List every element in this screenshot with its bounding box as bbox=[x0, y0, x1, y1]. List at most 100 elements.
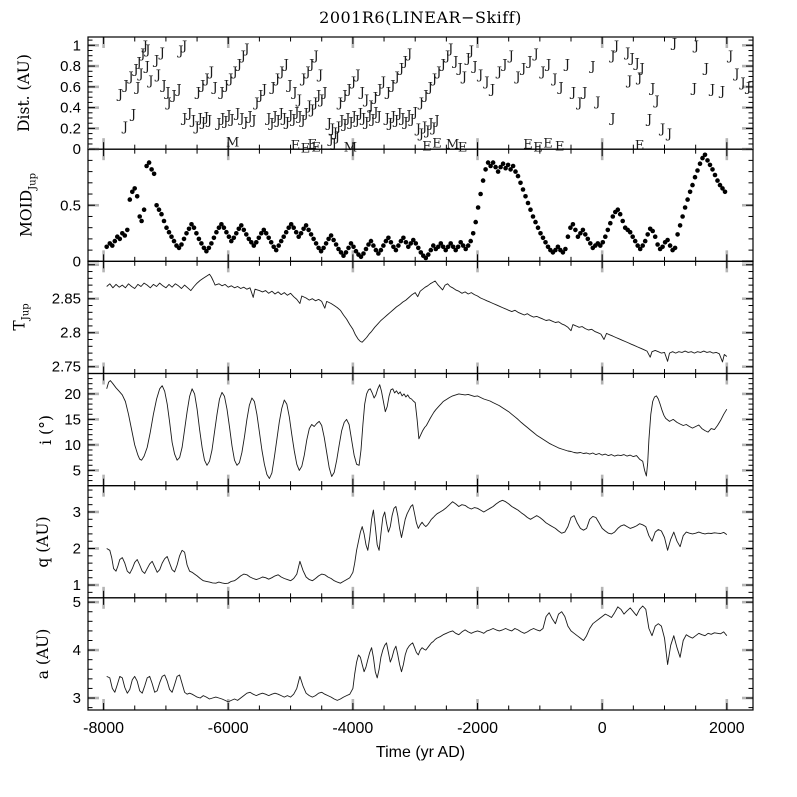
panel-frame bbox=[87, 372, 754, 487]
svg-text:J: J bbox=[143, 60, 150, 75]
svg-text:E: E bbox=[311, 141, 321, 156]
svg-text:J: J bbox=[398, 112, 405, 127]
y-tick-label: 3 bbox=[73, 690, 81, 707]
svg-text:J: J bbox=[362, 93, 369, 108]
svg-text:J: J bbox=[207, 65, 214, 80]
svg-text:J: J bbox=[154, 68, 161, 83]
svg-text:J: J bbox=[221, 115, 228, 130]
svg-text:J: J bbox=[702, 62, 709, 77]
svg-text:J: J bbox=[129, 107, 136, 122]
svg-text:J: J bbox=[692, 39, 699, 54]
svg-text:J: J bbox=[295, 109, 302, 124]
svg-text:J: J bbox=[277, 106, 284, 121]
svg-text:J: J bbox=[464, 51, 471, 66]
svg-text:J: J bbox=[519, 62, 526, 77]
y-tick-label: 0.8 bbox=[60, 58, 81, 75]
svg-text:J: J bbox=[146, 74, 153, 89]
svg-text:J: J bbox=[353, 114, 360, 129]
svg-text:J: J bbox=[273, 114, 280, 129]
svg-text:J: J bbox=[239, 49, 246, 64]
svg-text:J: J bbox=[411, 105, 418, 120]
svg-text:J: J bbox=[513, 70, 520, 85]
svg-text:J: J bbox=[359, 112, 366, 127]
series-tisserand-parameter bbox=[106, 273, 728, 363]
series-inclination-deg bbox=[106, 380, 728, 479]
svg-text:J: J bbox=[401, 54, 408, 69]
series-semimajor-axis bbox=[106, 605, 728, 703]
svg-text:E: E bbox=[533, 141, 543, 156]
svg-text:J: J bbox=[407, 113, 414, 128]
svg-text:J: J bbox=[242, 42, 249, 57]
svg-text:J: J bbox=[169, 89, 176, 104]
svg-text:J: J bbox=[732, 67, 739, 82]
svg-text:J: J bbox=[670, 37, 677, 52]
svg-text:J: J bbox=[164, 96, 171, 111]
svg-text:J: J bbox=[159, 78, 166, 93]
svg-text:J: J bbox=[392, 70, 399, 85]
svg-text:J: J bbox=[389, 109, 396, 124]
svg-text:J: J bbox=[397, 62, 404, 77]
svg-text:J: J bbox=[158, 46, 165, 61]
svg-text:J: J bbox=[121, 120, 128, 135]
svg-text:E: E bbox=[458, 141, 468, 156]
y-tick-label: 0.5 bbox=[60, 197, 81, 214]
svg-text:J: J bbox=[298, 114, 305, 129]
svg-text:J: J bbox=[295, 93, 302, 108]
x-tick-label: -6000 bbox=[208, 720, 249, 737]
svg-text:J: J bbox=[344, 82, 351, 97]
svg-text:J: J bbox=[414, 122, 421, 137]
svg-text:J: J bbox=[429, 121, 436, 136]
svg-text:J: J bbox=[328, 122, 335, 137]
svg-text:J: J bbox=[214, 117, 221, 132]
svg-text:J: J bbox=[482, 75, 489, 90]
svg-text:J: J bbox=[575, 96, 582, 111]
svg-text:J: J bbox=[588, 60, 595, 75]
svg-text:J: J bbox=[379, 75, 386, 90]
y-tick-label: 1 bbox=[73, 37, 81, 54]
svg-text:J: J bbox=[336, 96, 343, 111]
svg-text:J: J bbox=[202, 111, 209, 126]
svg-text:J: J bbox=[417, 127, 424, 142]
y-axis-label-tjup: TJup bbox=[10, 303, 32, 331]
y-tick-label: 2 bbox=[73, 541, 81, 558]
svg-text:J: J bbox=[268, 80, 275, 95]
svg-text:J: J bbox=[500, 58, 507, 73]
svg-text:J: J bbox=[460, 70, 467, 85]
y-tick-label: 5 bbox=[73, 462, 81, 479]
x-tick-label: 0 bbox=[598, 720, 607, 737]
svg-text:J: J bbox=[383, 112, 390, 127]
svg-text:J: J bbox=[152, 53, 159, 68]
panel-a: 3 4 5 bbox=[73, 594, 754, 711]
svg-text:J: J bbox=[307, 58, 314, 73]
svg-text:J: J bbox=[718, 85, 725, 100]
svg-text:J: J bbox=[353, 68, 360, 83]
svg-text:J: J bbox=[346, 116, 353, 131]
svg-text:J: J bbox=[196, 112, 203, 127]
svg-text:J: J bbox=[337, 114, 344, 129]
svg-text:J: J bbox=[202, 72, 209, 87]
svg-text:J: J bbox=[608, 112, 615, 127]
svg-text:J: J bbox=[388, 78, 395, 93]
y-tick-label: 2.75 bbox=[52, 359, 81, 376]
svg-text:E: E bbox=[635, 139, 645, 154]
svg-text:J: J bbox=[340, 89, 347, 104]
svg-text:J: J bbox=[218, 112, 225, 127]
svg-text:E: E bbox=[291, 139, 301, 154]
svg-text:J: J bbox=[199, 116, 206, 131]
svg-text:J: J bbox=[405, 47, 412, 62]
y-tick-label: 2.8 bbox=[60, 325, 81, 342]
svg-text:J: J bbox=[205, 114, 212, 129]
series-perihelion-distance bbox=[106, 499, 728, 585]
svg-text:J: J bbox=[311, 96, 318, 111]
svg-text:J: J bbox=[194, 86, 201, 101]
svg-text:J: J bbox=[531, 47, 538, 62]
svg-text:J: J bbox=[277, 65, 284, 80]
svg-text:J: J bbox=[726, 49, 733, 64]
svg-text:J: J bbox=[141, 39, 148, 54]
svg-text:J: J bbox=[131, 63, 138, 78]
svg-text:J: J bbox=[608, 49, 615, 64]
svg-text:J: J bbox=[386, 117, 393, 132]
svg-text:J: J bbox=[470, 60, 477, 75]
svg-text:J: J bbox=[290, 86, 297, 101]
svg-text:J: J bbox=[343, 112, 350, 127]
